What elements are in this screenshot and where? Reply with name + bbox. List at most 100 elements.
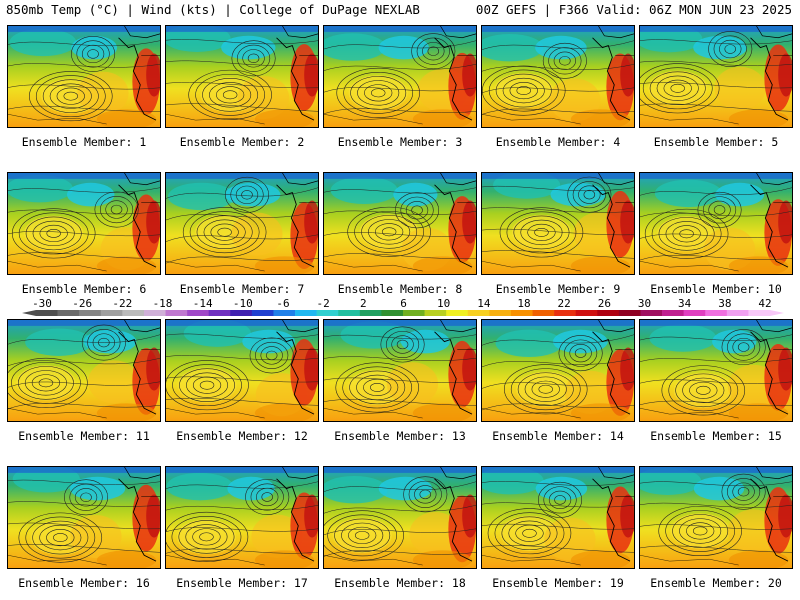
temperature-map-svg	[324, 173, 476, 274]
colorbar-tick-label: -18	[152, 297, 173, 310]
temperature-map-svg	[482, 320, 634, 421]
colorbar-tick-label: -14	[192, 297, 213, 310]
temperature-colorbar	[22, 310, 784, 316]
temperature-map-svg	[640, 467, 792, 568]
temperature-map-svg	[482, 173, 634, 274]
ensemble-member-label: Ensemble Member: 6	[21, 282, 147, 296]
colorbar-swatch	[575, 310, 598, 316]
ensemble-member-label: Ensemble Member: 13	[334, 429, 466, 443]
temperature-map-svg	[166, 320, 318, 421]
ensemble-member-map	[165, 25, 319, 128]
colorbar-tick-label: 34	[678, 297, 692, 310]
colorbar-tick-label: 42	[758, 297, 772, 310]
temperature-map-svg	[324, 26, 476, 127]
ensemble-member-map	[323, 172, 477, 275]
ensemble-member-label: Ensemble Member: 3	[337, 135, 463, 149]
ensemble-member-label: Ensemble Member: 8	[337, 282, 463, 296]
temperature-map-svg	[640, 320, 792, 421]
ensemble-member-map	[481, 25, 635, 128]
ensemble-member-label: Ensemble Member: 9	[495, 282, 621, 296]
temperature-map-svg	[8, 173, 160, 274]
ensemble-member-map	[323, 319, 477, 422]
ensemble-member-map	[7, 25, 161, 128]
ensemble-member-label: Ensemble Member: 7	[179, 282, 305, 296]
colorbar-swatch	[640, 310, 663, 316]
temperature-map-svg	[640, 173, 792, 274]
ensemble-member-map	[323, 466, 477, 569]
ensemble-member-label: Ensemble Member: 1	[21, 135, 147, 149]
colorbar-swatch	[359, 310, 382, 316]
colorbar-tick-label: -6	[276, 297, 290, 310]
colorbar-tick-label: 38	[718, 297, 732, 310]
temperature-map-svg	[8, 26, 160, 127]
colorbar-left-arrow	[22, 310, 36, 316]
temperature-map-svg	[324, 320, 476, 421]
ensemble-member-label: Ensemble Member: 11	[18, 429, 150, 443]
colorbar-swatch	[251, 310, 274, 316]
colorbar-swatch	[230, 310, 253, 316]
colorbar-swatch	[424, 310, 447, 316]
temperature-map-svg	[166, 26, 318, 127]
colorbar-swatch	[467, 310, 490, 316]
colorbar-tick-label: -2	[316, 297, 330, 310]
ensemble-member-label: Ensemble Member: 10	[650, 282, 782, 296]
colorbar-tick-label: 30	[637, 297, 652, 310]
map-title: 850mb Temp (°C) | Wind (kts) | College o…	[6, 2, 420, 17]
colorbar-swatch	[726, 310, 749, 316]
colorbar-swatch	[510, 310, 533, 316]
temperature-map-svg	[324, 467, 476, 568]
ensemble-member-label: Ensemble Member: 18	[334, 576, 466, 590]
temperature-map-svg	[166, 467, 318, 568]
colorbar-swatch	[316, 310, 339, 316]
colorbar-swatch	[36, 310, 58, 316]
colorbar-swatch	[446, 310, 469, 316]
ensemble-member-label: Ensemble Member: 15	[650, 429, 782, 443]
colorbar-tick-label: 18	[517, 297, 531, 310]
colorbar-swatch	[705, 310, 728, 316]
ensemble-member-label: Ensemble Member: 12	[176, 429, 308, 443]
ensemble-member-label: Ensemble Member: 5	[653, 135, 779, 149]
ensemble-member-label: Ensemble Member: 14	[492, 429, 624, 443]
colorbar-swatch	[597, 310, 620, 316]
colorbar-tick-label: 22	[557, 297, 571, 310]
colorbar-right-arrow	[770, 310, 784, 316]
colorbar-tick-label: 10	[437, 297, 451, 310]
colorbar-swatch	[489, 310, 512, 316]
ensemble-member-label: Ensemble Member: 20	[650, 576, 782, 590]
ensemble-member-map	[481, 319, 635, 422]
ensemble-member-map	[639, 25, 793, 128]
temperature-map-svg	[640, 26, 792, 127]
temperature-map-svg	[8, 467, 160, 568]
colorbar-tick-label: -26	[72, 297, 93, 310]
colorbar-swatch	[295, 310, 317, 316]
colorbar-swatch	[165, 310, 188, 316]
temperature-map-svg	[8, 320, 160, 421]
colorbar-swatch	[381, 310, 404, 316]
ensemble-member-map	[323, 25, 477, 128]
colorbar-swatch	[57, 310, 80, 316]
colorbar-tick-label: 2	[360, 297, 367, 310]
temperature-map-svg	[482, 467, 634, 568]
ensemble-member-map	[7, 172, 161, 275]
colorbar-swatch	[532, 310, 555, 316]
colorbar-tick-label: 26	[597, 297, 611, 310]
valid-time: 00Z GEFS | F366 Valid: 06Z MON JUN 23 20…	[475, 2, 792, 17]
ensemble-member-label: Ensemble Member: 19	[492, 576, 624, 590]
colorbar-swatch	[554, 310, 577, 316]
colorbar-swatch	[618, 310, 641, 316]
ensemble-member-label: Ensemble Member: 17	[176, 576, 308, 590]
colorbar-swatch	[748, 310, 771, 316]
colorbar-swatch	[338, 310, 361, 316]
colorbar-swatch	[79, 310, 102, 316]
ensemble-member-map	[7, 319, 161, 422]
ensemble-member-map	[481, 466, 635, 569]
colorbar-swatch	[403, 310, 425, 316]
colorbar-tick-label: -10	[232, 297, 253, 310]
colorbar-swatch	[187, 310, 210, 316]
colorbar-tick-label: -30	[32, 297, 52, 310]
colorbar-swatch	[100, 310, 123, 316]
ensemble-member-map	[7, 466, 161, 569]
ensemble-member-map	[481, 172, 635, 275]
colorbar-tick-label: 6	[400, 297, 407, 310]
ensemble-member-label: Ensemble Member: 16	[18, 576, 150, 590]
